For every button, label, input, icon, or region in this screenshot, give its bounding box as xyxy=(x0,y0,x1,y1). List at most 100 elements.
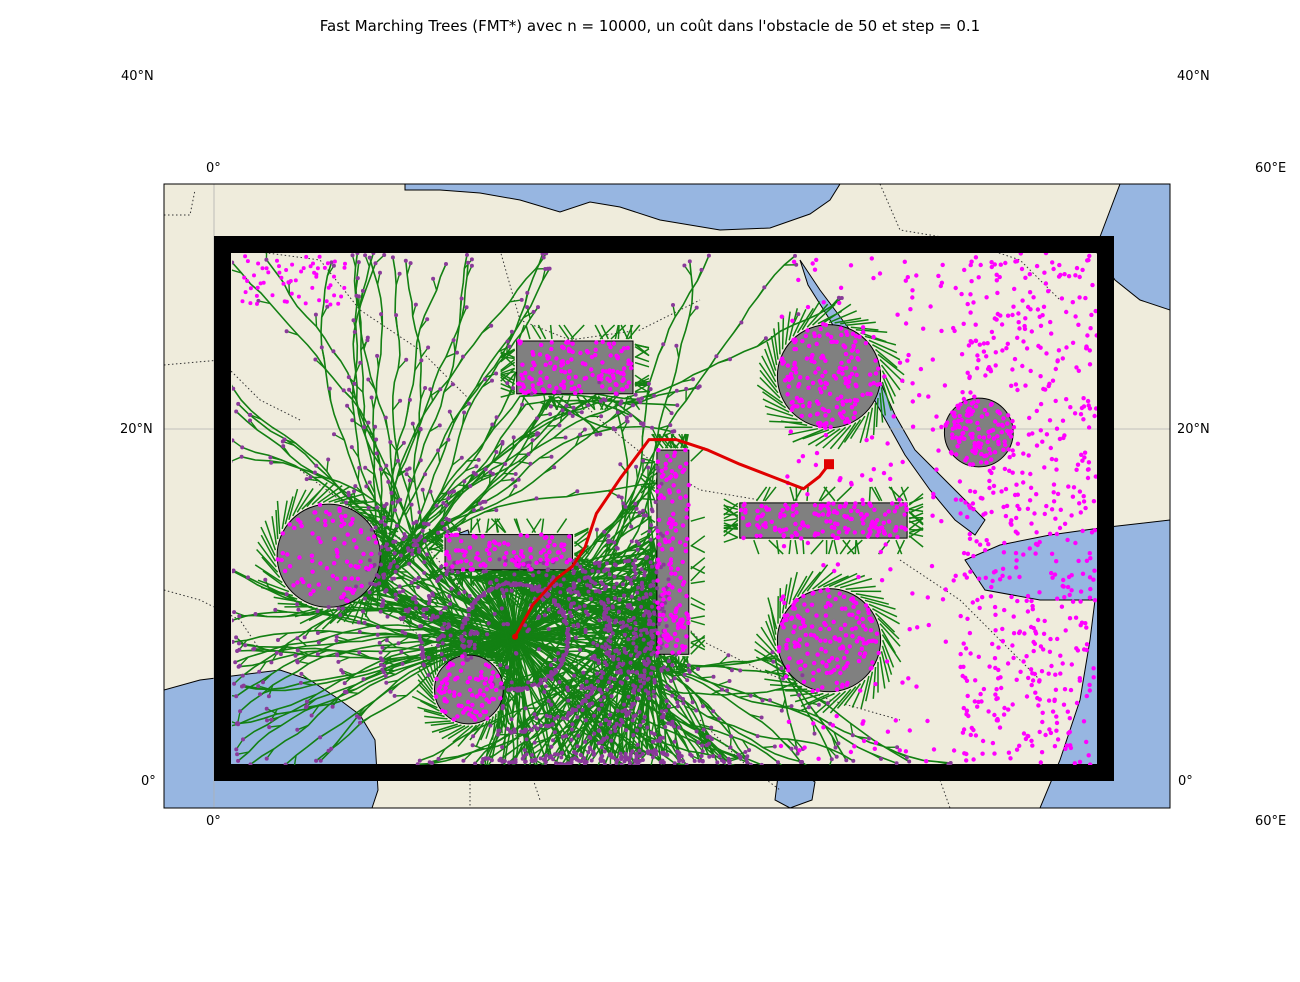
sample-point xyxy=(900,378,905,383)
sample-point xyxy=(983,511,988,516)
tree-branch xyxy=(660,690,673,697)
tree-node xyxy=(505,727,510,731)
halo-edge xyxy=(428,535,444,545)
tree-node xyxy=(579,410,584,415)
sample-point xyxy=(1053,516,1058,521)
sample-point xyxy=(967,374,972,379)
sample-point xyxy=(934,414,939,419)
tree-node xyxy=(629,581,634,586)
halo-edge xyxy=(827,539,834,555)
halo-edge xyxy=(594,324,604,340)
tree-node xyxy=(601,759,606,763)
tree-node xyxy=(474,630,479,635)
sample-point xyxy=(810,688,815,694)
halo-edge xyxy=(762,391,787,409)
halo-edge xyxy=(634,343,650,357)
sample-point xyxy=(897,360,903,365)
halo-edge xyxy=(525,324,531,340)
sample-point xyxy=(1065,584,1071,590)
sample-point xyxy=(897,748,902,753)
sample-point xyxy=(872,746,877,751)
sample-point xyxy=(1085,475,1091,481)
halo-edge xyxy=(908,493,924,506)
halo-edge xyxy=(500,358,516,372)
sample-point xyxy=(871,467,876,472)
tree-node xyxy=(246,575,250,580)
tree-node xyxy=(401,615,406,620)
tree-node xyxy=(554,582,559,587)
tree-node xyxy=(325,304,330,309)
tree-node xyxy=(482,593,487,598)
tree-node xyxy=(635,547,640,552)
tree-node xyxy=(691,377,695,382)
sample-point xyxy=(910,424,916,429)
sample-point xyxy=(1062,272,1067,277)
tree-node xyxy=(639,567,644,572)
tree-node xyxy=(353,484,358,489)
tree-node xyxy=(628,653,633,658)
sample-point xyxy=(1024,346,1030,351)
tree-node xyxy=(494,578,499,583)
tree-branch xyxy=(451,457,463,466)
sample-point xyxy=(854,384,859,389)
sample-point xyxy=(1092,413,1097,419)
halo-edge xyxy=(820,486,836,502)
sample-point xyxy=(1053,398,1058,404)
sample-point xyxy=(1016,320,1021,325)
tree-branch xyxy=(270,708,278,721)
sample-point xyxy=(837,300,842,306)
tree-node xyxy=(639,582,644,587)
tree-node xyxy=(668,423,673,428)
tree-node xyxy=(315,609,320,614)
sample-point xyxy=(827,391,833,396)
tree-node xyxy=(586,685,591,690)
tree-node xyxy=(344,500,349,505)
tree-node xyxy=(237,641,241,646)
tree-node xyxy=(357,715,362,720)
tree-node xyxy=(681,697,685,701)
sample-point xyxy=(1036,343,1041,349)
sample-point xyxy=(1048,319,1053,325)
tree-node xyxy=(411,543,416,548)
tree-node xyxy=(652,694,657,699)
tree-node xyxy=(296,607,301,612)
tree-node xyxy=(313,312,318,317)
halo-edge xyxy=(792,575,808,601)
tree-branch xyxy=(494,613,504,623)
halo-edge xyxy=(504,693,513,714)
tree-node xyxy=(649,730,654,735)
tree-node xyxy=(639,684,644,689)
tree-node xyxy=(385,614,390,619)
tree-node xyxy=(382,515,387,520)
sample-point xyxy=(816,366,821,371)
sample-point xyxy=(1029,598,1034,604)
tree-node xyxy=(844,758,849,763)
tree-node xyxy=(575,715,580,720)
halo-edge xyxy=(257,541,277,568)
halo-edge xyxy=(334,493,363,504)
sample-point xyxy=(1059,296,1065,301)
halo-edge xyxy=(776,539,780,555)
tree-node xyxy=(642,649,647,654)
halo-edge xyxy=(769,420,803,424)
sample-point xyxy=(984,295,989,300)
tree-node xyxy=(455,570,460,575)
tree-node xyxy=(660,735,665,740)
tree-node xyxy=(633,621,638,626)
halo-edge xyxy=(260,526,276,557)
tree-node xyxy=(546,592,551,597)
sample-point xyxy=(1074,265,1080,271)
halo-edge xyxy=(855,539,860,555)
tree-node xyxy=(561,716,566,721)
tree-node xyxy=(506,622,510,627)
sample-point xyxy=(850,331,856,336)
tree-node xyxy=(239,454,244,459)
tree-node xyxy=(232,618,234,623)
tree-branch xyxy=(672,304,676,317)
tree-node xyxy=(427,596,432,600)
sample-point xyxy=(958,651,963,657)
tree-node xyxy=(622,646,627,651)
halo-edge xyxy=(679,655,689,671)
tree-branch xyxy=(407,480,411,493)
tree-node xyxy=(553,602,558,607)
